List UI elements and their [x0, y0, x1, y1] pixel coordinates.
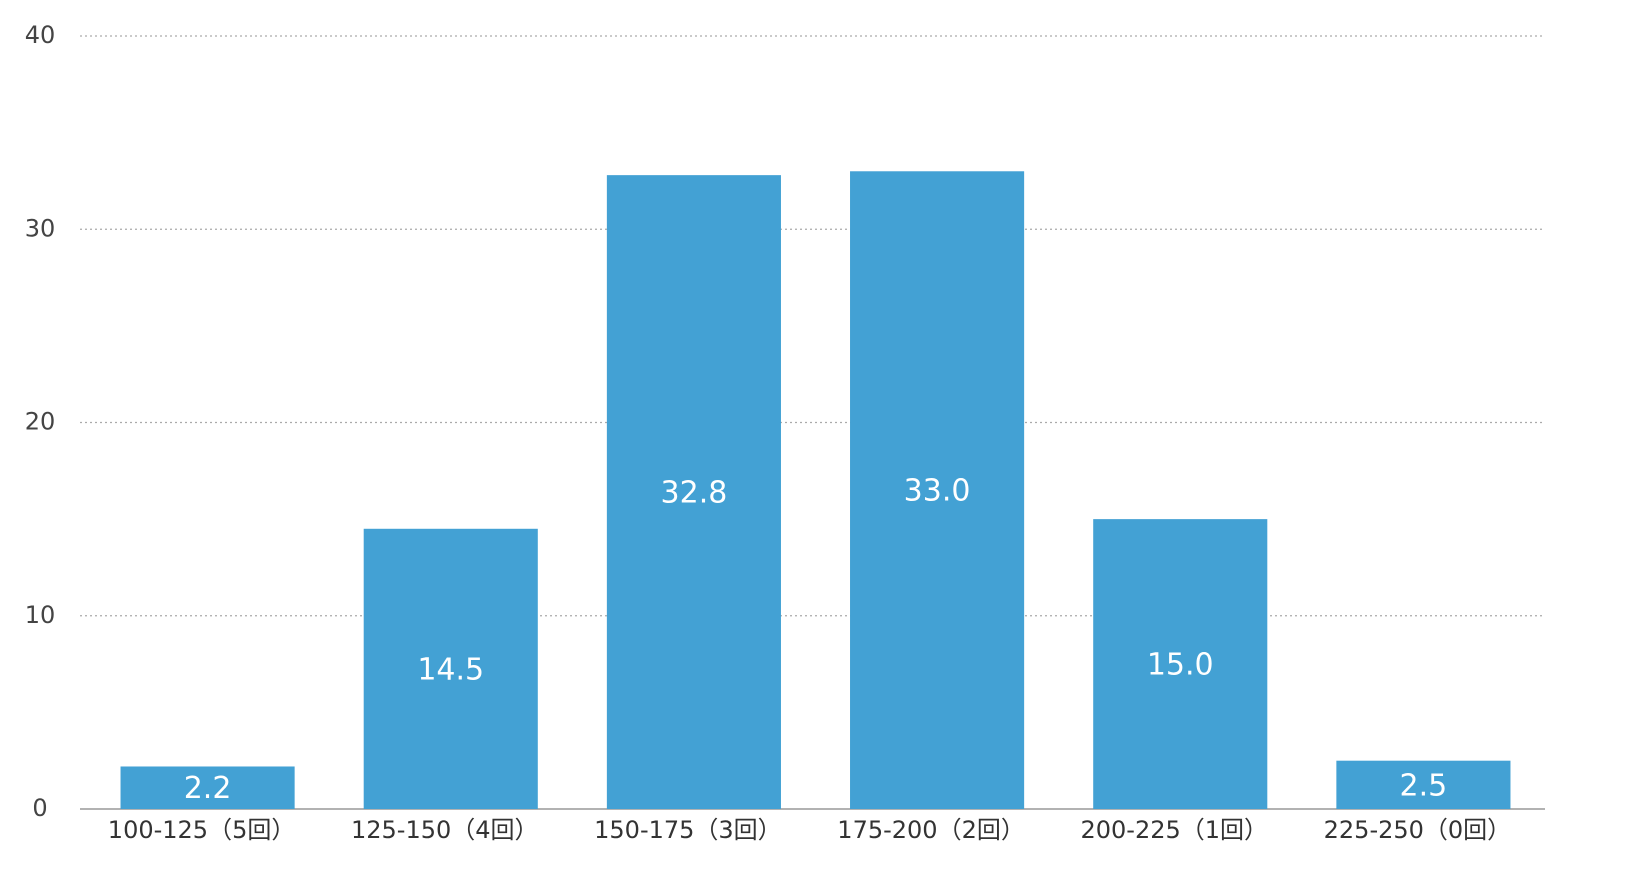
bar	[363, 528, 538, 809]
x-tick-label: 225-250（0回）	[1324, 816, 1512, 844]
y-tick-label: 40	[25, 21, 56, 49]
y-tick-label: 10	[25, 601, 56, 629]
x-tick-label: 175-200（2回）	[837, 816, 1025, 844]
value-label: 32.8	[661, 476, 728, 511]
bar	[120, 766, 295, 809]
value-label: 2.5	[1400, 768, 1448, 803]
value-label: 14.5	[417, 652, 484, 687]
value-label: 15.0	[1147, 648, 1214, 683]
y-tick-label: 0	[32, 794, 47, 822]
bar	[606, 175, 781, 809]
value-label: 2.2	[184, 771, 232, 806]
x-tick-label: 150-175（3回）	[594, 816, 782, 844]
y-tick-label: 20	[25, 408, 56, 436]
bar	[1093, 519, 1268, 809]
x-tick-label: 200-225（1回）	[1080, 816, 1268, 844]
value-label: 33.0	[904, 474, 971, 509]
x-tick-label: 100-125（5回）	[108, 816, 296, 844]
x-tick-label: 125-150（4回）	[351, 816, 539, 844]
y-tick-label: 30	[25, 214, 56, 242]
bar	[850, 171, 1025, 809]
bar	[1336, 760, 1511, 809]
